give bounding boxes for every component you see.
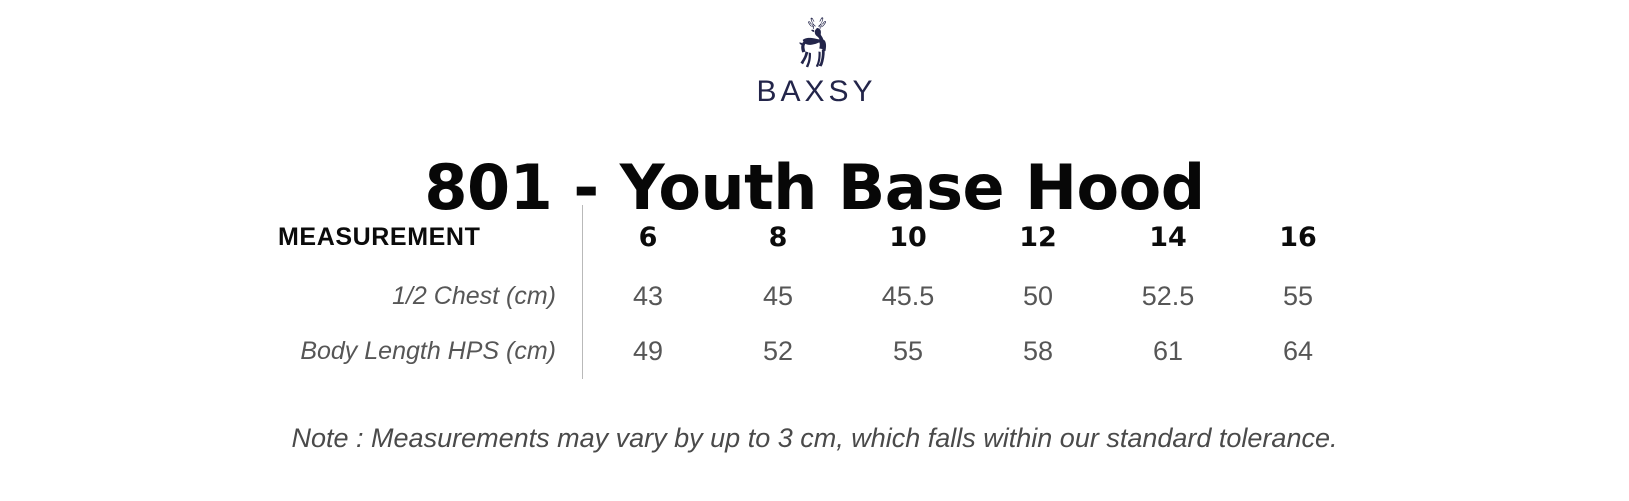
- measurement-value-r1c3: 45.5: [881, 281, 935, 311]
- measurement-value-r2c4: 58: [1022, 336, 1054, 366]
- measurement-column-header: MEASUREMENT: [278, 222, 481, 251]
- table-row: 1/2 Chest (cm) 43 45 45.5 50 52.5 55: [266, 269, 1363, 324]
- size-column-header-6: 16: [1279, 221, 1317, 253]
- column-divider: [582, 324, 583, 379]
- measurement-value-r1c2: 45: [762, 281, 794, 311]
- measurement-row-label-2: Body Length HPS (cm): [300, 337, 556, 365]
- measurement-row-label-1: 1/2 Chest (cm): [392, 282, 556, 310]
- size-column-header-3: 10: [889, 221, 927, 253]
- size-table-container: MEASUREMENT 6 8 10 12 14 16 1/2 Chest (c…: [0, 205, 1629, 379]
- column-divider: [582, 205, 583, 269]
- size-column-header-4: 12: [1019, 221, 1057, 253]
- size-column-header-2: 8: [768, 221, 788, 253]
- brand-logo-block: BAXSY: [0, 14, 1629, 107]
- measurement-value-r1c4: 50: [1022, 281, 1054, 311]
- size-table-head: MEASUREMENT 6 8 10 12 14 16: [266, 205, 1363, 269]
- measurement-value-r1c6: 55: [1282, 281, 1314, 311]
- measurement-value-r2c1: 49: [632, 336, 664, 366]
- column-divider: [582, 269, 583, 324]
- measurement-value-r2c3: 55: [892, 336, 924, 366]
- size-column-header-1: 6: [638, 221, 658, 253]
- size-table-body: 1/2 Chest (cm) 43 45 45.5 50 52.5 55 Bod…: [266, 269, 1363, 379]
- table-header-row: MEASUREMENT 6 8 10 12 14 16: [266, 205, 1363, 269]
- stag-deer-icon: [784, 14, 846, 76]
- measurement-value-r1c1: 43: [632, 281, 664, 311]
- measurement-value-r2c5: 61: [1152, 336, 1184, 366]
- measurement-value-r2c6: 64: [1282, 336, 1314, 366]
- brand-wordmark: BAXSY: [756, 75, 877, 108]
- size-column-header-5: 14: [1149, 221, 1187, 253]
- measurement-value-r1c5: 52.5: [1141, 281, 1195, 311]
- tolerance-note: Note : Measurements may vary by up to 3 …: [291, 423, 1338, 453]
- table-row: Body Length HPS (cm) 49 52 55 58 61 64: [266, 324, 1363, 379]
- measurement-value-r2c2: 52: [762, 336, 794, 366]
- size-table: MEASUREMENT 6 8 10 12 14 16 1/2 Chest (c…: [266, 205, 1363, 379]
- page-title: 801 - Youth Base Hood: [424, 150, 1205, 224]
